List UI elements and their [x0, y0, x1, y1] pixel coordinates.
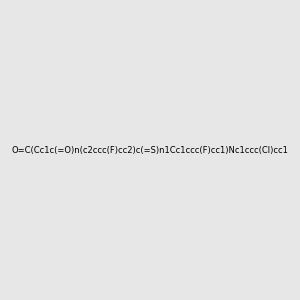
Text: O=C(Cc1c(=O)n(c2ccc(F)cc2)c(=S)n1Cc1ccc(F)cc1)Nc1ccc(Cl)cc1: O=C(Cc1c(=O)n(c2ccc(F)cc2)c(=S)n1Cc1ccc(… — [12, 146, 288, 154]
